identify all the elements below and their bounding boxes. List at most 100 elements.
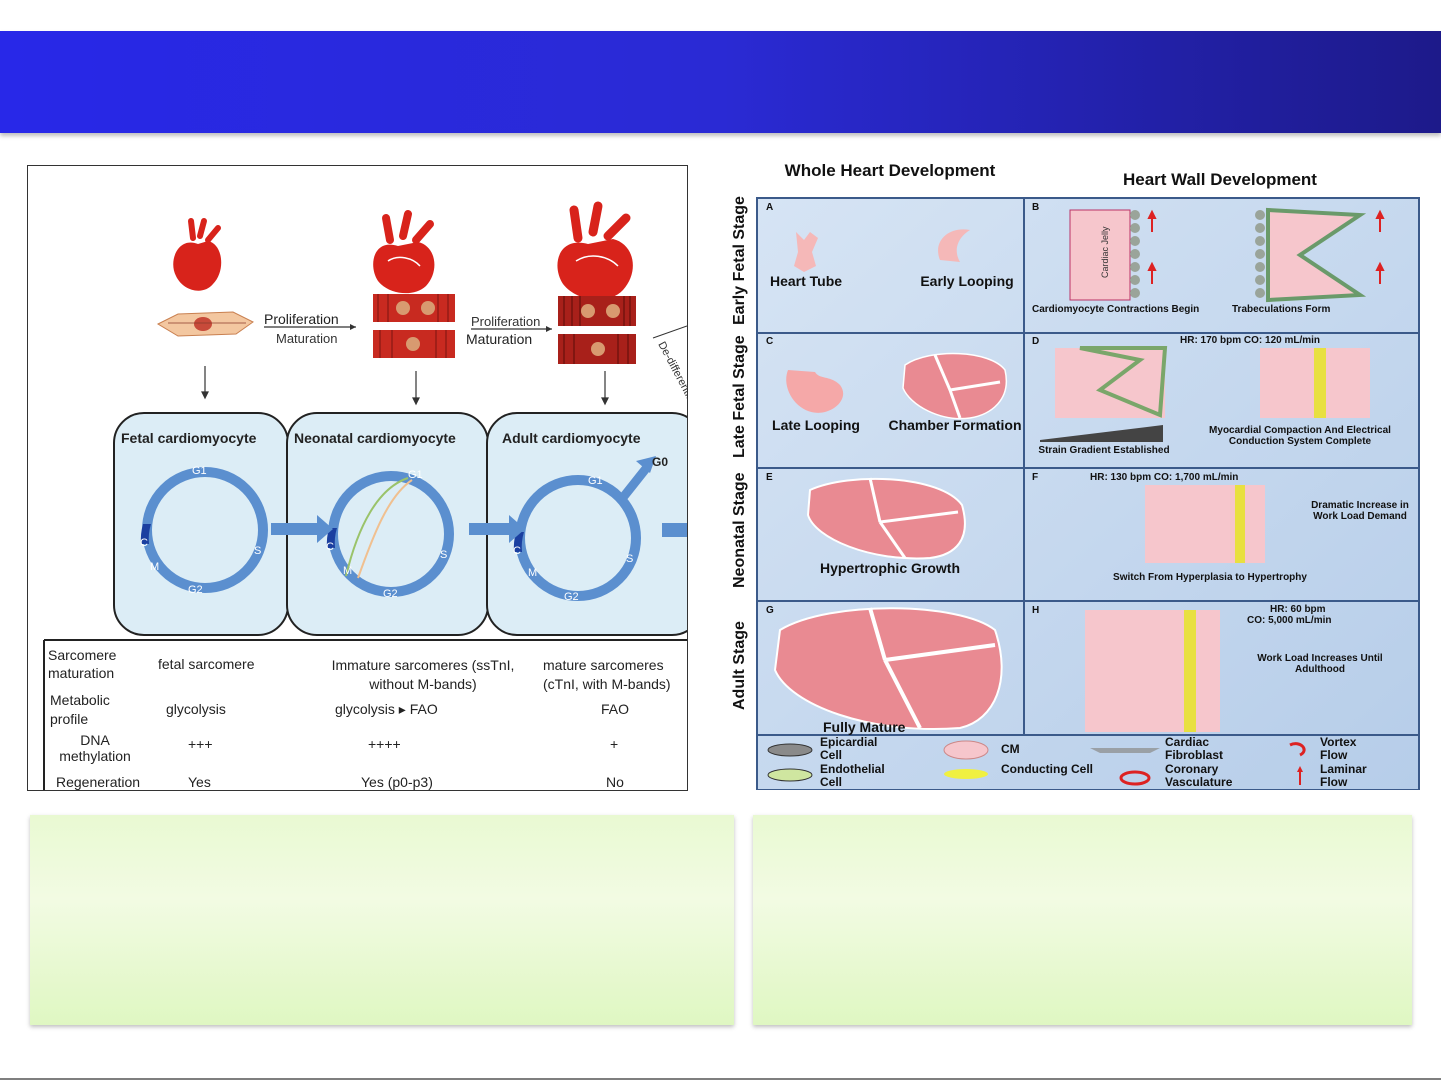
panel-b-right-label: Trabeculations Form [1232, 304, 1330, 315]
row-label-neonatal: Neonatal Stage [731, 472, 748, 588]
laminar-flow-arrows [1147, 209, 1385, 284]
row-label-early-fetal-text: Early Fetal Stage [731, 196, 748, 325]
left-note-box [30, 815, 734, 1025]
adult-s-label: S [626, 553, 633, 565]
legend-endothelial: Endothelial Cell [820, 763, 885, 789]
legend-laminar: Laminar Flow [1320, 763, 1367, 789]
late-looping-icon [786, 370, 844, 413]
chamber-formation-icon [902, 352, 1008, 420]
dedifferentiation-label: De-differentiation [655, 340, 687, 419]
cell-fetal-metabolic: glycolysis [166, 701, 226, 717]
panel-letter-e: E [766, 472, 773, 483]
panel-a-early-looping-label: Early Looping [920, 273, 1013, 289]
panel-g-label: Fully Mature [823, 719, 906, 735]
fetal-g2-label: G2 [188, 584, 203, 596]
adult-stage-title: Adult cardiomyocyte [502, 430, 641, 446]
panel-f-tissue [1145, 485, 1265, 563]
legend-epicardial: Epicardial Cell [820, 736, 878, 762]
panel-d-left-label: Strain Gradient Established [1038, 445, 1169, 456]
adult-g0-label: G0 [652, 455, 668, 469]
panel-letter-g: G [766, 605, 774, 616]
transition-2-maturation: Maturation [466, 331, 532, 347]
row-label-regeneration: Regeneration [56, 774, 141, 790]
row-label-sarcomere: Sarcomere maturation [48, 647, 117, 681]
row-label-adult: Adult Stage [731, 621, 748, 710]
legend-cm: CM [1001, 742, 1020, 756]
cardiac-jelly-icon [1069, 209, 1131, 301]
legend-coronary: Coronary Vasculature [1165, 763, 1233, 789]
panel-d-stats: HR: 170 bpm CO: 120 mL/min [1180, 335, 1320, 346]
cell-fetal-regeneration: Yes [188, 774, 211, 790]
row-label-late-fetal: Late Fetal Stage [731, 335, 748, 458]
cell-neonatal-metabolic: glycolysis ▸ FAO [335, 701, 438, 717]
fetal-to-neonatal-arrow [271, 515, 333, 543]
cell-fetal-sarcomere: fetal sarcomere [158, 656, 255, 672]
fetal-g1-label: G1 [192, 465, 207, 477]
fetal-cell-icon [156, 311, 254, 337]
fetal-m-label: M [150, 561, 159, 573]
adult-heart-icon [557, 201, 633, 300]
cell-fetal-dna: +++ [188, 736, 213, 752]
strain-gradient-icon [1040, 425, 1163, 442]
panel-d-right-label: Myocardial Compaction And Electrical Con… [1209, 425, 1391, 447]
cardiac-jelly-label: Cardiac Jelly [1100, 226, 1110, 278]
neonatal-g2-label: G2 [383, 588, 398, 600]
adult-cell-icon [558, 296, 636, 364]
cardiomyocyte-maturation-figure: Proliferation Maturation Proliferation M… [27, 165, 688, 791]
heart-development-figure: Whole Heart Development Heart Wall Devel… [720, 160, 1420, 790]
row-label-dna: DNA methylation [59, 732, 131, 764]
panel-letter-h: H [1032, 605, 1039, 616]
neonatal-heart-icon [373, 210, 435, 294]
adult-g2-label: G2 [564, 591, 579, 603]
panel-a-heart-tube-label: Heart Tube [770, 273, 842, 289]
col-header-heart-wall: Heart Wall Development [1123, 170, 1317, 189]
fetal-stage-title: Fetal cardiomyocyte [121, 430, 257, 446]
legend [767, 740, 1306, 786]
panel-c-chamber-formation-label: Chamber Formation [888, 417, 1021, 433]
trabeculations-icon [1266, 207, 1367, 303]
footer-divider [0, 1078, 1441, 1080]
cell-adult-regeneration: No [606, 774, 624, 790]
neonatal-cell-icon [373, 294, 455, 358]
early-looping-icon [938, 229, 970, 262]
panel-h-right-label: Work Load Increases Until Adulthood [1257, 653, 1383, 675]
adult-m-label: M [528, 567, 537, 579]
neonatal-stage-title: Neonatal cardiomyocyte [294, 430, 456, 446]
panel-letter-d: D [1032, 336, 1039, 347]
col-header-whole-heart: Whole Heart Development [785, 161, 996, 180]
transition-1-maturation: Maturation [276, 331, 337, 346]
panel-e-label: Hypertrophic Growth [820, 560, 960, 576]
legend-conducting: Conducting Cell [1001, 763, 1093, 776]
fetal-c-label: C [140, 537, 148, 549]
fetal-s-label: S [254, 545, 261, 557]
panel-c-late-looping-label: Late Looping [772, 417, 860, 433]
panel-h-stats-1: HR: 60 bpm [1270, 604, 1326, 615]
neonatal-g1-label: G1 [408, 469, 423, 481]
cell-neonatal-sarcomere: Immature sarcomeres (ssTnI, without M-ba… [331, 657, 515, 692]
panel-letter-a: A [766, 202, 773, 213]
panel-f-bottom-label: Switch From Hyperplasia to Hypertrophy [1113, 572, 1307, 583]
cell-neonatal-regeneration: Yes (p0-p3) [361, 774, 433, 790]
panel-f-right-label: Dramatic Increase in Work Load Demand [1311, 500, 1409, 522]
panel-letter-b: B [1032, 202, 1039, 213]
panel-f-stats: HR: 130 bpm CO: 1,700 mL/min [1090, 472, 1238, 483]
heart-tube-icon [794, 232, 818, 272]
legend-vortex: Vortex Flow [1320, 736, 1357, 762]
adult-c-label: C [513, 545, 521, 557]
adult-g1-label: G1 [588, 475, 603, 487]
neonatal-m-label: M [343, 565, 352, 577]
panel-b-left-label: Cardiomyocyte Contractions Begin [1032, 304, 1199, 315]
neonatal-s-label: S [440, 549, 447, 561]
fetal-heart-icon [173, 218, 222, 291]
cell-neonatal-dna: ++++ [368, 736, 401, 752]
cell-adult-metabolic: FAO [601, 701, 630, 717]
panel-h-stats-2: CO: 5,000 mL/min [1247, 615, 1331, 626]
legend-fibroblast: Cardiac Fibroblast [1165, 736, 1224, 762]
neonatal-to-adult-arrow [469, 515, 525, 543]
transition-1-proliferation: Proliferation [264, 311, 339, 327]
cell-adult-dna: + [610, 736, 619, 752]
hypertrophic-heart-icon [806, 477, 966, 560]
transition-2-proliferation: Proliferation [471, 314, 540, 329]
title-bar [0, 31, 1441, 133]
row-label-metabolic: Metabolic profile [50, 692, 110, 727]
